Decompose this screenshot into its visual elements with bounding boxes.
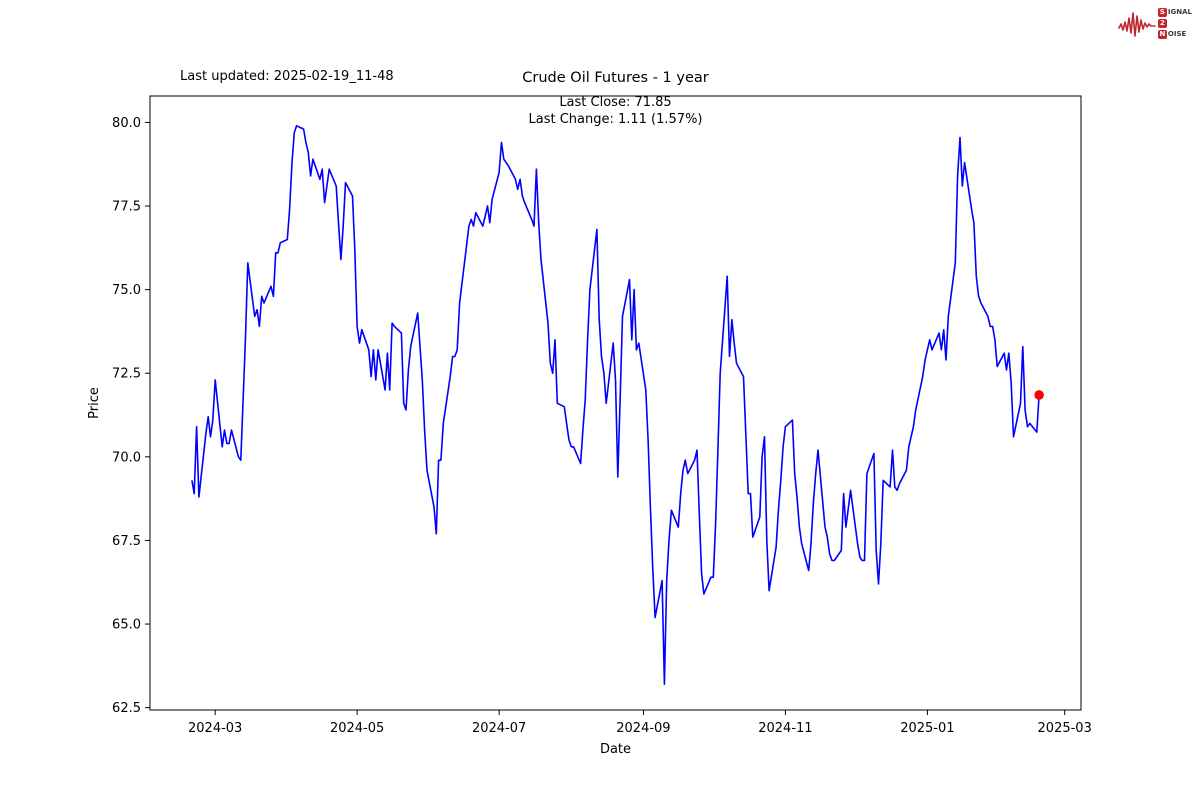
- y-tick-label: 70.0: [112, 450, 141, 465]
- x-tick-label: 2024-05: [330, 721, 384, 736]
- x-tick-label: 2024-07: [472, 721, 526, 736]
- logo-letter-n: N: [1157, 29, 1167, 39]
- last-change-annotation: Last Change: 1.11 (1.57%): [528, 112, 703, 127]
- logo-word-noise: OISE: [1167, 30, 1187, 38]
- plot-frame: [149, 95, 1082, 711]
- x-axis-label: Date: [600, 742, 631, 757]
- x-tick-label: 2025-01: [900, 721, 954, 736]
- x-tick-label: 2025-03: [1038, 721, 1092, 736]
- signal2noise-logo: S IGNAL 2 N OISE: [1118, 6, 1192, 40]
- last-close-annotation: Last Close: 71.85: [559, 95, 672, 110]
- x-tick-label: 2024-09: [616, 721, 670, 736]
- y-axis-label: Price: [87, 387, 102, 419]
- logo-letter-2: 2: [1157, 18, 1167, 28]
- y-tick-label: 72.5: [112, 367, 141, 382]
- logo-text: S IGNAL 2 N OISE: [1157, 7, 1192, 40]
- y-tick-label: 62.5: [112, 701, 141, 716]
- last-updated-label: Last updated: 2025-02-19_11-48: [180, 69, 394, 84]
- x-tick-label: 2024-11: [758, 721, 812, 736]
- y-tick-label: 75.0: [112, 283, 141, 298]
- y-tick-label: 80.0: [112, 116, 141, 131]
- logo-word-signal: IGNAL: [1167, 8, 1192, 16]
- y-tick-label: 67.5: [112, 534, 141, 549]
- chart-title: Crude Oil Futures - 1 year: [522, 70, 709, 86]
- logo-letter-s: S: [1157, 7, 1167, 17]
- x-tick-label: 2024-03: [188, 721, 242, 736]
- y-tick-label: 65.0: [112, 618, 141, 633]
- waveform-icon: [1118, 12, 1156, 37]
- last-close-marker: [1034, 390, 1044, 400]
- price-line: [191, 125, 1040, 686]
- y-tick-label: 77.5: [112, 200, 141, 215]
